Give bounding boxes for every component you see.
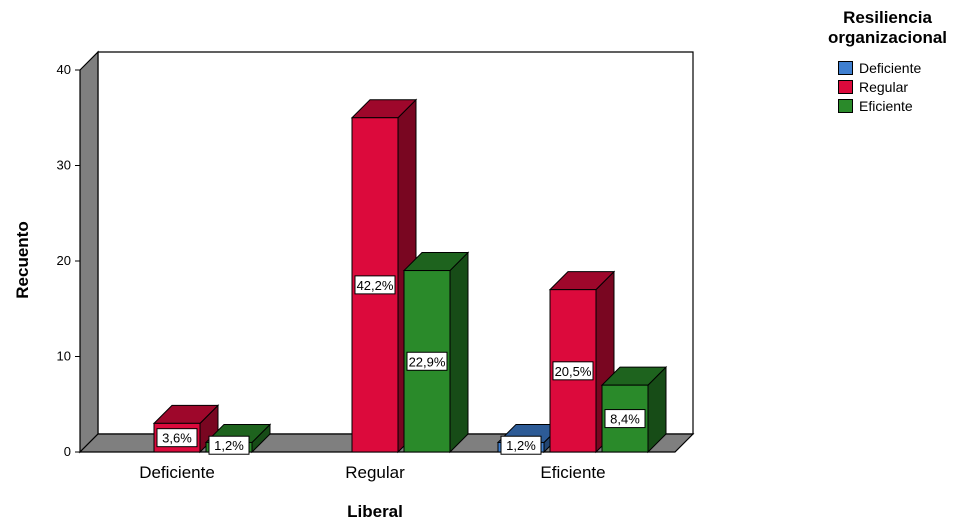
legend-label: Eficiente [859,97,913,114]
x-axis: Deficiente Regular Eficiente [139,463,605,482]
legend-swatch [838,79,853,94]
y-tick-label: 30 [57,158,71,173]
data-label-text: 20,5% [555,364,592,379]
legend: Deficiente Regular Eficiente [838,58,921,115]
x-tick-label: Eficiente [540,463,605,482]
y-tick-label: 10 [57,349,71,364]
data-label: 1,2% [500,435,542,455]
x-tick-label: Regular [345,463,405,482]
bars: 3,6% 1,2% 42,2% 22,9% 1,2% 20,5% 8,4% [152,98,668,455]
legend-item: Eficiente [838,96,921,115]
data-label-text: 1,2% [506,438,536,453]
data-label: 22,9% [406,351,448,371]
x-axis-title: Liberal [347,502,403,521]
legend-item: Deficiente [838,58,921,77]
y-axis-title: Recuento [13,221,32,298]
legend-title: Resiliencia organizacional [827,8,948,47]
legend-item: Regular [838,77,921,96]
x-tick-label: Deficiente [139,463,215,482]
data-label-text: 3,6% [162,431,192,446]
legend-swatch [838,60,853,75]
y-tick-label: 40 [57,62,71,77]
y-axis: 0 10 20 30 40 [57,62,80,459]
legend-label: Deficiente [859,59,922,76]
data-label-text: 1,2% [214,438,244,453]
data-label: 1,2% [208,435,250,455]
data-label: 8,4% [604,409,646,429]
left-wall [79,50,99,454]
data-label-text: 8,4% [610,412,640,427]
y-tick-label: 0 [64,444,71,459]
data-label-text: 22,9% [409,354,446,369]
data-label-text: 42,2% [357,278,394,293]
data-label: 3,6% [156,428,198,448]
data-label: 20,5% [552,361,594,381]
legend-label: Regular [859,78,909,95]
legend-swatch [838,98,853,113]
data-label: 42,2% [354,275,396,295]
y-tick-label: 20 [57,253,71,268]
